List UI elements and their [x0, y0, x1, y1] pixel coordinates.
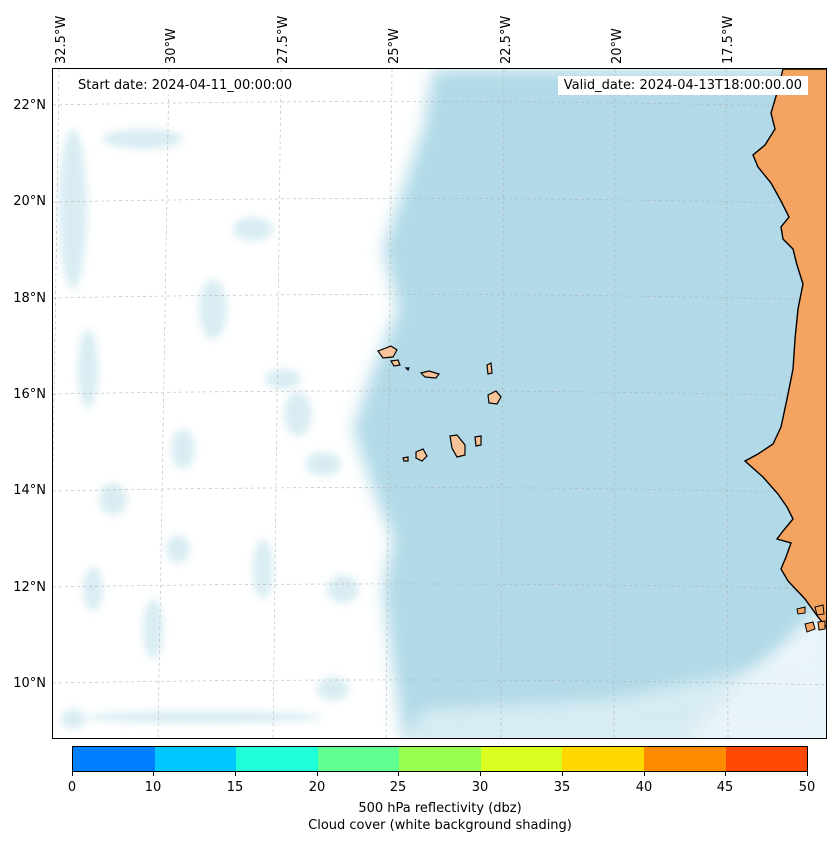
- colorbar-title: 500 hPa reflectivity (dbz): [358, 801, 522, 816]
- cb-tick-label-40: 40: [635, 780, 653, 795]
- cb-tick-label-0: 0: [67, 780, 77, 795]
- colorbar-subtitle: Cloud cover (white background shading): [308, 818, 572, 833]
- cloud-mass-east: [353, 69, 826, 738]
- island-fogo: [415, 448, 428, 462]
- graticule: [53, 69, 826, 738]
- lat-label-22n: 22°N: [13, 98, 46, 113]
- island-sal: [486, 362, 493, 375]
- cb-tick-mark: [72, 772, 73, 776]
- colorbar-seg-5: [480, 747, 563, 771]
- cloud-cover-shading: [59, 69, 826, 738]
- colorbar-seg-0: [73, 747, 155, 771]
- lon-label-25w: 25°W: [387, 28, 402, 64]
- cb-tick-label-25: 25: [389, 780, 407, 795]
- reflectivity-colorbar: [72, 746, 808, 772]
- valid-date-label: Valid_date: 2024-04-13T18:00:00.00: [557, 76, 808, 95]
- cape-verde-islands: [377, 345, 502, 462]
- colorbar-seg-6: [562, 747, 644, 771]
- cb-tick-mark: [725, 772, 726, 776]
- colorbar-seg-4: [399, 747, 481, 771]
- cb-tick-mark: [235, 772, 236, 776]
- lon-label-27-5w: 27.5°W: [276, 15, 291, 64]
- colorbar-seg-1: [154, 747, 237, 771]
- cb-tick-mark: [807, 772, 808, 776]
- lat-label-16n: 16°N: [13, 387, 46, 402]
- cb-tick-mark: [153, 772, 154, 776]
- island-sao-nicolau: [419, 370, 440, 379]
- colorbar-seg-8: [725, 747, 808, 771]
- bijagos-islands: [796, 604, 826, 633]
- cb-tick-label-20: 20: [308, 780, 326, 795]
- colorbar-seg-3: [317, 747, 400, 771]
- colorbar-seg-2: [236, 747, 318, 771]
- cb-tick-label-10: 10: [144, 780, 162, 795]
- map-canvas: [53, 69, 826, 738]
- colorbar-seg-7: [643, 747, 726, 771]
- lon-label-22-5w: 22.5°W: [499, 15, 514, 64]
- island-maio: [474, 435, 482, 447]
- clear-patch-south: [404, 649, 826, 738]
- africa-mainland: [743, 69, 826, 628]
- lon-label-20w: 20°W: [610, 28, 625, 64]
- island-santiago: [449, 434, 466, 458]
- island-sao-vicente: [390, 359, 401, 367]
- cb-tick-label-35: 35: [553, 780, 571, 795]
- map-panel[interactable]: [52, 68, 827, 739]
- lon-label-32-5w: 32.5°W: [54, 15, 69, 64]
- cb-tick-label-45: 45: [716, 780, 734, 795]
- cb-tick-mark: [317, 772, 318, 776]
- island-boa-vista: [487, 390, 502, 405]
- cb-tick-mark: [644, 772, 645, 776]
- cb-tick-mark: [480, 772, 481, 776]
- lon-label-17-5w: 17.5°W: [721, 15, 736, 64]
- cb-tick-label-50: 50: [798, 780, 816, 795]
- start-date-label: Start date: 2024-04-11_00:00:00: [72, 76, 299, 95]
- island-santa-luzia: [404, 367, 410, 372]
- cb-tick-label-15: 15: [226, 780, 244, 795]
- lat-label-14n: 14°N: [13, 483, 46, 498]
- lon-label-30w: 30°W: [164, 28, 179, 64]
- island-brava: [402, 456, 409, 462]
- lat-label-20n: 20°N: [13, 194, 46, 209]
- lat-label-10n: 10°N: [13, 676, 46, 691]
- island-santo-antao: [377, 345, 398, 359]
- lat-label-18n: 18°N: [13, 291, 46, 306]
- cb-tick-mark: [562, 772, 563, 776]
- lat-label-12n: 12°N: [13, 580, 46, 595]
- cb-tick-label-30: 30: [471, 780, 489, 795]
- cb-tick-mark: [398, 772, 399, 776]
